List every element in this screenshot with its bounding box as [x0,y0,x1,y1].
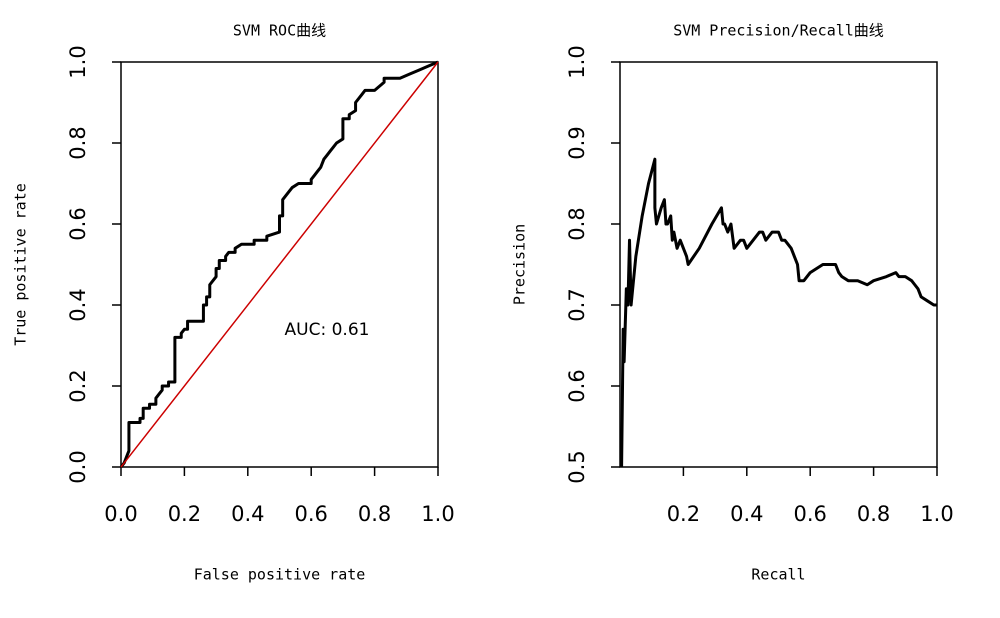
y-tick-label: 0.6 [565,369,589,402]
x-tick-label: 0.2 [667,502,700,526]
y-tick-label: 0.2 [66,369,90,402]
x-tick-label: 0.8 [358,502,391,526]
x-tick-label: 0.4 [231,502,264,526]
curve [620,157,937,468]
plot-frame [619,61,938,468]
chart-title: SVM ROC曲线 [233,22,326,40]
y-tick-label: 0.8 [565,207,589,240]
x-tick-label: 0.6 [793,502,826,526]
x-axis-label: Recall [751,566,805,584]
plot-frame [120,61,439,468]
y-tick-label: 0.0 [66,450,90,483]
y-tick-label: 0.8 [66,126,90,159]
x-tick-label: 1.0 [421,502,454,526]
curve [119,60,439,468]
chart-title: SVM Precision/Recall曲线 [673,22,884,40]
x-tick-label: 1.0 [920,502,953,526]
x-tick-label: 0.8 [857,502,890,526]
y-axis-label: True positive rate [12,183,30,346]
x-tick-label: 0.2 [168,502,201,526]
x-tick-label: 0.0 [104,502,137,526]
y-tick-label: 0.5 [565,450,589,483]
y-tick-label: 0.7 [565,288,589,321]
y-tick-label: 0.6 [66,207,90,240]
x-axis-label: False positive rate [194,566,366,584]
y-tick-label: 0.4 [66,288,90,321]
annotation: AUC: 0.61 [285,320,370,340]
x-tick-label: 0.4 [730,502,763,526]
y-tick-label: 1.0 [565,45,589,78]
x-tick-label: 0.6 [294,502,327,526]
y-tick-label: 1.0 [66,45,90,78]
y-tick-label: 0.9 [565,126,589,159]
curve [120,61,439,468]
y-axis-label: Precision [511,224,529,305]
